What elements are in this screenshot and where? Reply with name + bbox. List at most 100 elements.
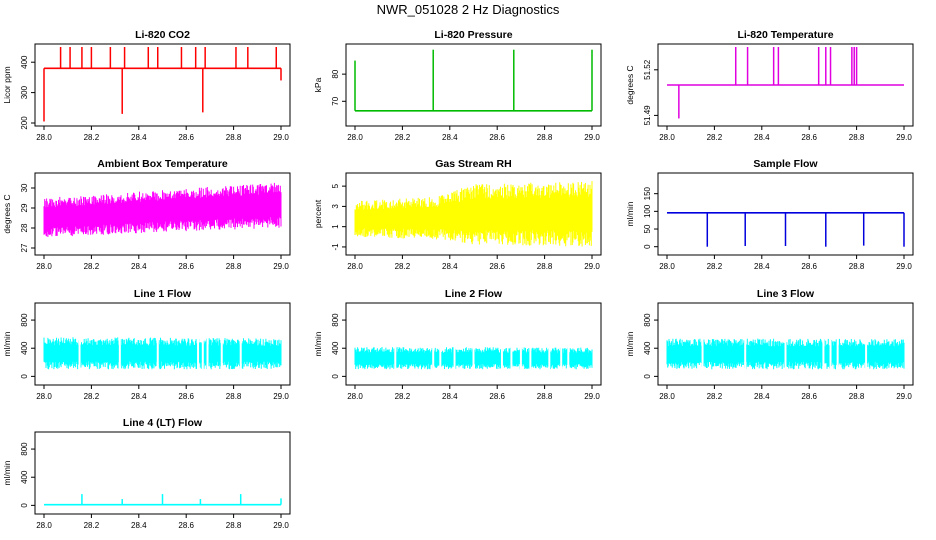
- chart-panel: Li-820 Temperature degrees C 28.0 28.2 28.4 2…: [625, 29, 914, 142]
- x-tick-label: 29.0: [896, 262, 912, 271]
- y-tick-label: 28: [20, 223, 29, 232]
- x-tick-label: 28.0: [659, 133, 675, 142]
- y-axis-label: percent: [313, 199, 323, 228]
- chart-title: Line 3 Flow: [757, 288, 815, 300]
- x-tick-label: 28.2: [84, 133, 100, 142]
- series-line: [354, 49, 593, 112]
- chart-title: Sample Flow: [753, 158, 818, 170]
- plot-frame: [34, 172, 291, 256]
- chart-title: Li-820 Temperature: [737, 29, 833, 41]
- y-axis-label: kPa: [313, 77, 323, 92]
- chart-panel: Line 4 (LT) Flow ml/min 28.0 28.2 28.4 28.6 28…: [2, 417, 291, 530]
- chart-panel: Sample Flow ml/min 28.0 28.2 28.4 28.6 28.8 29.…: [625, 158, 914, 271]
- plot-frame: [657, 43, 914, 127]
- y-tick-label: 0: [643, 374, 652, 379]
- chart-panel: Li-820 CO2 Licor ppm 28.0 28.2 28.4 28.6 28.8 2…: [2, 29, 291, 142]
- x-tick-label: 28.8: [226, 133, 242, 142]
- plot-frame: [34, 431, 291, 515]
- y-tick-label: 150: [643, 186, 652, 200]
- y-tick-label: 3: [331, 204, 340, 209]
- band-trace: [354, 181, 593, 247]
- y-tick-label: 51.52: [643, 59, 652, 80]
- series-line: [43, 335, 282, 371]
- y-tick-label: 300: [20, 85, 29, 99]
- y-tick-label: 800: [20, 442, 29, 456]
- series-line: [666, 337, 905, 371]
- series-line: [667, 211, 905, 247]
- x-tick-label: 29.0: [273, 392, 289, 401]
- x-tick-label: 28.2: [707, 262, 723, 271]
- x-tick-label: 28.0: [347, 133, 363, 142]
- x-tick-label: 28.0: [36, 133, 52, 142]
- x-tick-label: 28.2: [395, 392, 411, 401]
- x-tick-label: 29.0: [584, 262, 600, 271]
- x-tick-label: 28.8: [226, 262, 242, 271]
- x-tick-label: 29.0: [584, 133, 600, 142]
- plot-frame: [345, 43, 602, 127]
- x-tick-label: 28.8: [537, 133, 553, 142]
- x-tick-label: 28.2: [395, 133, 411, 142]
- plot-frame: [657, 172, 914, 256]
- x-tick-label: 28.6: [178, 392, 194, 401]
- x-tick-label: 28.2: [84, 392, 100, 401]
- y-tick-label: 200: [20, 116, 29, 130]
- chart-panel: Li-820 Pressure kPa 28.0 28.2 28.4 28.6 28.8 29…: [313, 29, 602, 142]
- x-tick-label: 28.0: [659, 262, 675, 271]
- chart-title: Line 4 (LT) Flow: [123, 417, 203, 429]
- y-tick-label: 5: [331, 183, 340, 188]
- x-tick-label: 28.6: [489, 262, 505, 271]
- x-tick-label: 28.8: [226, 521, 242, 530]
- y-tick-label: -1: [331, 243, 340, 251]
- x-tick-label: 28.6: [801, 262, 817, 271]
- x-tick-label: 28.4: [442, 392, 458, 401]
- y-axis-label: ml/min: [625, 201, 635, 226]
- x-tick-label: 28.0: [659, 392, 675, 401]
- x-tick-label: 28.4: [442, 133, 458, 142]
- y-tick-label: 800: [20, 313, 29, 327]
- x-tick-label: 28.6: [801, 133, 817, 142]
- chart-title: Li-820 CO2: [135, 29, 190, 41]
- x-tick-label: 29.0: [896, 133, 912, 142]
- y-axis-label: ml/min: [2, 460, 12, 485]
- chart-title: Line 2 Flow: [445, 288, 503, 300]
- chart-panel: Line 3 Flow ml/min 28.0 28.2 28.4 28.6 28.8 29.…: [625, 288, 914, 401]
- x-tick-label: 28.6: [178, 521, 194, 530]
- y-tick-label: 800: [643, 313, 652, 327]
- x-tick-label: 28.0: [36, 521, 52, 530]
- x-tick-label: 28.6: [801, 392, 817, 401]
- x-tick-label: 28.0: [36, 392, 52, 401]
- band-trace: [43, 182, 282, 237]
- x-tick-label: 28.4: [442, 262, 458, 271]
- x-tick-label: 28.6: [178, 133, 194, 142]
- x-tick-label: 28.4: [754, 262, 770, 271]
- x-tick-label: 29.0: [273, 133, 289, 142]
- y-tick-label: 400: [331, 341, 340, 355]
- y-tick-label: 0: [643, 244, 652, 249]
- x-tick-label: 29.0: [273, 521, 289, 530]
- x-tick-label: 29.0: [584, 392, 600, 401]
- x-tick-label: 28.4: [131, 262, 147, 271]
- x-tick-label: 28.4: [131, 133, 147, 142]
- plot-frame: [34, 302, 291, 386]
- y-axis-label: Licor ppm: [2, 66, 12, 103]
- series-line: [43, 47, 282, 122]
- x-tick-label: 28.8: [849, 392, 865, 401]
- x-tick-label: 28.4: [131, 521, 147, 530]
- y-tick-label: 0: [331, 374, 340, 379]
- x-tick-label: 28.8: [226, 392, 242, 401]
- page-title: NWR_051028 2 Hz Diagnostics: [376, 2, 560, 17]
- series-line: [667, 47, 904, 119]
- chart-panel: Line 1 Flow ml/min 28.0 28.2 28.4 28.6 28.8 29.…: [2, 288, 291, 401]
- y-tick-label: 100: [643, 204, 652, 218]
- y-axis-label: ml/min: [313, 331, 323, 356]
- chart-title: Gas Stream RH: [435, 158, 511, 170]
- series-line: [43, 182, 282, 237]
- y-axis-label: degrees C: [625, 65, 635, 104]
- y-tick-label: 29: [20, 203, 29, 212]
- x-tick-label: 28.8: [537, 392, 553, 401]
- x-tick-label: 28.6: [489, 392, 505, 401]
- y-tick-label: 400: [20, 470, 29, 484]
- x-tick-label: 28.4: [754, 392, 770, 401]
- y-tick-label: 51.49: [643, 105, 652, 126]
